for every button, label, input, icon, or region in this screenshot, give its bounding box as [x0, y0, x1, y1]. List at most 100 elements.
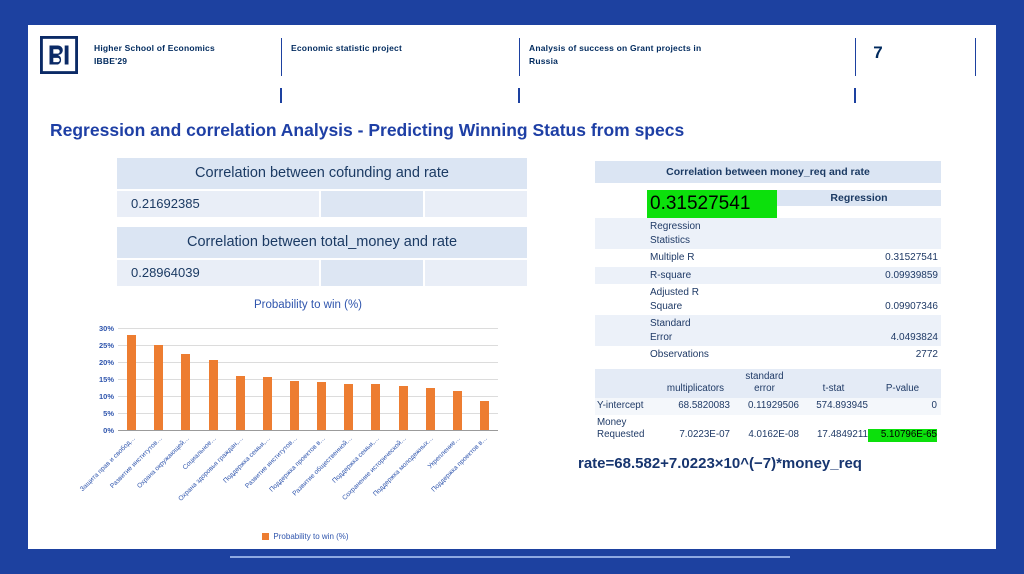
- coef-value: 0: [931, 399, 937, 411]
- coef-header-cell: multiplicators: [666, 383, 725, 395]
- legend-swatch: [262, 533, 270, 540]
- header-topic: Analysis of success on Grant projects in…: [529, 42, 779, 68]
- bar: [289, 380, 299, 430]
- bar: [317, 382, 327, 430]
- bar: [181, 353, 191, 430]
- stats-value: 0.09939859: [885, 269, 938, 281]
- stats-label: Adjusted R Square: [650, 287, 699, 312]
- topic-line-2: Russia: [529, 55, 559, 66]
- chart-gridline: [118, 413, 498, 414]
- bar: [127, 334, 137, 430]
- correlation-value: 0.28964039: [117, 260, 319, 286]
- regression-stats-table: Regression Statistics Multiple R 0.315275…: [595, 218, 941, 364]
- stats-title-row: Regression Statistics: [595, 218, 941, 249]
- stats-row: Multiple R 0.31527541: [595, 249, 941, 267]
- chart-gridline: [118, 345, 498, 346]
- bar: [262, 377, 272, 430]
- empty-cell: [321, 191, 423, 217]
- empty-cell: [425, 260, 527, 286]
- coefficients-table: multiplicators standard error t-stat P-valu…: [595, 368, 941, 445]
- regression-title: Regression: [777, 190, 941, 206]
- stats-value: 2772: [915, 349, 938, 360]
- stats-value: 4.0493824: [890, 331, 938, 343]
- stats-label: Observations: [650, 349, 709, 360]
- coef-value: 68.5820083: [678, 399, 730, 411]
- header-divider: [975, 38, 976, 76]
- coef-value: 17.4849211: [816, 429, 868, 441]
- coef-data-row: Money Requested 7.0223E-07 4.0162E-08 17.48…: [595, 415, 941, 444]
- org-line-2: IBBE'29: [94, 55, 128, 66]
- coef-header-cell: P-value: [885, 383, 920, 395]
- header-divider: [281, 38, 282, 76]
- header-tick: [854, 88, 856, 103]
- stats-label: Multiple R: [650, 252, 695, 263]
- coef-value: 4.0162E-08: [748, 429, 799, 441]
- chart-y-tick-label: 25%: [98, 340, 114, 350]
- chart-gridline: [118, 430, 498, 431]
- coef-value: 574.893945: [816, 399, 868, 411]
- chart-y-tick-label: 20%: [98, 357, 114, 367]
- coef-header-row: multiplicators standard error t-stat P-valu…: [595, 368, 941, 398]
- bar: [344, 384, 354, 430]
- hse-logo: [40, 36, 78, 74]
- chart-y-tick-label: 10%: [98, 391, 114, 401]
- regression-stats-rows: Multiple R 0.31527541 R-square 0.09939859 Ad…: [595, 249, 941, 364]
- coef-row-label: Y-intercept: [597, 399, 644, 411]
- header-tick: [518, 88, 520, 103]
- bar: [371, 384, 381, 430]
- correlation-table-total-money: Correlation between total_money and rate…: [117, 227, 527, 286]
- stats-row: Standard Error 4.0493824: [595, 315, 941, 346]
- stats-label: R-square: [650, 269, 692, 281]
- correlation-highlight-value: 0.31527541: [647, 190, 777, 218]
- correlation-table-header: Correlation between cofunding and rate: [117, 158, 527, 189]
- frame-accent-line: [230, 556, 790, 558]
- bar-chart: Probability to win (%) 0% 5% 10% 15% 20% 25% 3…: [79, 299, 528, 547]
- stats-value: 0.31527541: [885, 252, 938, 263]
- regression-panel: Correlation between money_req and rate 0…: [595, 161, 941, 444]
- chart-y-tick-label: 5%: [103, 408, 114, 418]
- coef-data-row: Y-intercept 68.5820083 0.11929506 574.89394…: [595, 397, 941, 415]
- highlight-row: 0.31527541 Regression: [595, 190, 941, 218]
- chart-y-tick-label: 0%: [103, 425, 114, 435]
- coef-header-cell: t-stat: [822, 383, 845, 395]
- coef-value: 7.0223E-07: [679, 429, 730, 441]
- coef-value: 5.10796E-65: [868, 429, 937, 443]
- empty-cell: [425, 191, 527, 217]
- spacer: [595, 190, 647, 218]
- coef-row-label: Money Requested: [597, 416, 645, 441]
- stats-row: Adjusted R Square 0.09907346: [595, 284, 941, 315]
- coef-header-cell: standard error: [745, 370, 784, 395]
- regression-title-wrap: Regression: [777, 190, 941, 218]
- chart-plot: 0% 5% 10% 15% 20% 25% 30% Защита прав и свобод……: [79, 324, 498, 503]
- header-tick: [280, 88, 282, 103]
- slide-title: Regression and correlation Analysis - Pr…: [50, 120, 685, 140]
- header-divider: [519, 38, 520, 76]
- stats-label: Standard Error: [650, 318, 691, 343]
- correlation-table-cofunding: Correlation between cofunding and rate 0…: [117, 158, 527, 217]
- chart-y-tick-label: 30%: [98, 323, 114, 333]
- empty-cell: [321, 260, 423, 286]
- legend-label: Probability to win (%): [273, 532, 349, 541]
- stats-row: Observations 2772: [595, 346, 941, 364]
- chart-gridline: [118, 396, 498, 397]
- header-divider: [855, 38, 856, 76]
- stats-value: 0.09907346: [885, 300, 938, 312]
- correlation-table-row: 0.21692385: [117, 191, 527, 217]
- chart-y-tick-label: 15%: [98, 374, 114, 384]
- header-project: Economic statistic project: [291, 43, 403, 53]
- stats-title: Regression Statistics: [650, 221, 701, 246]
- stats-row: R-square 0.09939859: [595, 266, 941, 284]
- chart-title: Probability to win (%): [253, 299, 362, 311]
- correlation-table-row: 0.28964039: [117, 260, 527, 286]
- bar: [208, 360, 218, 430]
- header-organization: Higher School of Economics IBBE'29: [94, 42, 215, 68]
- correlation-value: 0.21692385: [117, 191, 319, 217]
- coef-value: 0.11929506: [747, 399, 799, 411]
- bar: [479, 401, 489, 430]
- chart-gridline: [118, 362, 498, 363]
- bar: [452, 390, 462, 430]
- correlation-table-header: Correlation between total_money and rate: [117, 227, 527, 258]
- topic-line-1: Analysis of success on Grant projects in: [529, 43, 702, 53]
- bar: [154, 345, 164, 430]
- chart-legend: Probability to win (%): [83, 532, 528, 541]
